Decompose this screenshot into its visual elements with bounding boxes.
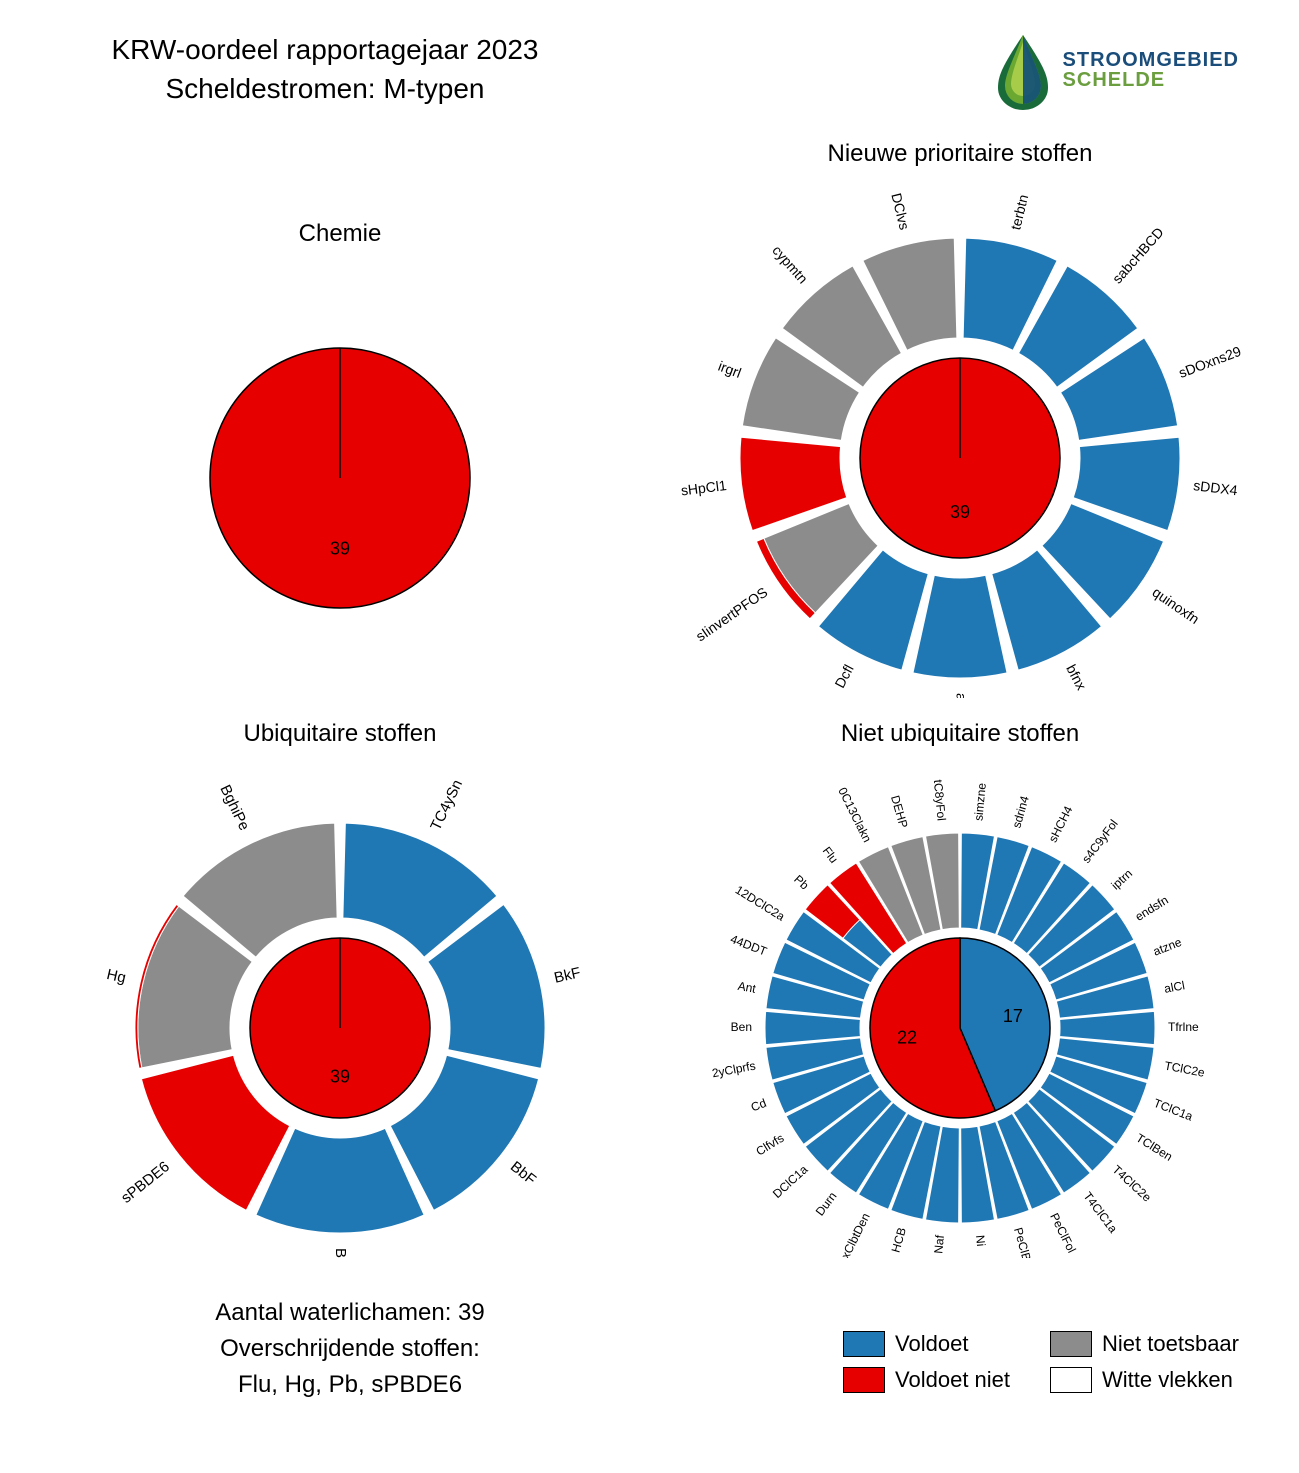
wedge-label: Pb: [791, 872, 812, 892]
logo-line2: SCHELDE: [1063, 70, 1239, 90]
wedge-label: sHpCl1: [680, 477, 728, 498]
wedge-label: 2yClprfs: [711, 1059, 757, 1081]
legend-swatch: [843, 1331, 885, 1357]
inner-pie-label: 22: [897, 1028, 917, 1048]
legend-label: Niet toetsbaar: [1102, 1331, 1239, 1357]
wedge-label: HCB: [889, 1226, 909, 1254]
panel-title: Niet ubiquitaire stoffen: [660, 720, 1260, 748]
wedge-label: xClbtDen: [838, 1211, 873, 1258]
wedge-label: DEHP: [888, 794, 911, 830]
legend-item: Witte vlekken: [1050, 1367, 1239, 1393]
wedge-label: TClC2e: [1163, 1059, 1206, 1080]
outer-wedge: [913, 575, 1007, 678]
wedge-label: Durn: [813, 1189, 840, 1218]
legend-label: Voldoet: [895, 1331, 968, 1357]
title-line2: Scheldestromen: M-typen: [0, 69, 650, 108]
wedge-label: cypmtn: [769, 242, 811, 286]
wedge-label: 12DClC2a: [733, 883, 788, 924]
wedge-label: sDOxns29: [1176, 343, 1243, 381]
wedge-label: T4ClC2e: [1110, 1162, 1155, 1204]
footer-text: Aantal waterlichamen: 39 Overschrijdende…: [120, 1295, 580, 1403]
wedge-label: 44DDT: [728, 932, 769, 959]
wedge-label: endsfn: [1133, 893, 1171, 924]
wedge-label: T4ClC1a: [1080, 1189, 1120, 1235]
wedge-label: sPBDE6: [118, 1158, 173, 1207]
footer-line2: Overschrijdende stoffen:: [120, 1331, 580, 1367]
panel-chemie: Chemie 39: [80, 220, 600, 663]
wedge-label: Flu: [820, 844, 841, 866]
wedge-label: BghiPe: [216, 782, 252, 833]
wedge-label: tC8yFol: [931, 779, 949, 821]
wedge-label: DClC1a: [770, 1162, 811, 1201]
wedge-label: PeClBen: [1011, 1226, 1037, 1258]
wedge-label: quinoxfn: [1150, 584, 1203, 627]
wedge-label: alCl: [1163, 978, 1186, 996]
legend-swatch: [1050, 1331, 1092, 1357]
wedge-label: DClvs: [888, 191, 912, 231]
wedge-label: TClC1a: [1152, 1096, 1195, 1124]
logo-text: STROOMGEBIED SCHELDE: [1063, 50, 1239, 90]
wedge-label: TC4ySn: [427, 777, 466, 833]
legend: Voldoet Niet toetsbaar Voldoet niet Witte v…: [843, 1331, 1239, 1393]
wedge-label: Cd: [749, 1096, 768, 1115]
inner-pie-label: 39: [330, 538, 350, 558]
legend-swatch: [843, 1367, 885, 1393]
chart: 39: [80, 258, 600, 663]
inner-pie-label: 39: [950, 502, 970, 522]
wedge-label: Tfrlne: [1168, 1020, 1199, 1034]
title-line1: KRW-oordeel rapportagejaar 2023: [0, 30, 650, 69]
wedge-label: atzne: [1151, 935, 1184, 959]
wedge-label: iptrn: [1108, 866, 1135, 892]
wedge-label: sDDX4: [1192, 477, 1238, 498]
wedge-label: Clfvfs: [754, 1131, 787, 1159]
wedge-label: s4C9yFol: [1079, 817, 1121, 866]
wedge-label: PeClFol: [1047, 1211, 1079, 1255]
wedge-label: sabcHBCD: [1109, 224, 1167, 286]
legend-item: Voldoet: [843, 1331, 1010, 1357]
chart: 39 TC4ySn BkF BbF BaP sPBDE6 Hg BghiPe: [60, 758, 620, 1263]
wedge-label: Ant: [737, 979, 758, 996]
legend-label: Witte vlekken: [1102, 1367, 1233, 1393]
wedge-label: irgrl: [716, 358, 744, 381]
panel-title: Chemie: [80, 220, 600, 248]
wedge-label: Ben: [731, 1020, 752, 1034]
logo: STROOMGEBIED SCHELDE: [993, 30, 1239, 110]
inner-pie-label: 39: [330, 1066, 350, 1086]
wedge-label: sdrin4: [1009, 794, 1031, 830]
wedge-label: Dcfl: [831, 662, 856, 691]
footer-line1: Aantal waterlichamen: 39: [120, 1295, 580, 1331]
inner-pie-label: 17: [1003, 1006, 1023, 1026]
wedge-label: Naf: [931, 1234, 947, 1255]
wedge-label: simzne: [971, 782, 988, 821]
wedge-label: acnfn: [953, 693, 969, 698]
panel-niet-ubiquitaire: Niet ubiquitaire stoffen 17 22 simzne sdrin4…: [660, 720, 1260, 1263]
title-block: KRW-oordeel rapportagejaar 2023 Scheldes…: [0, 30, 650, 108]
legend-label: Voldoet niet: [895, 1367, 1010, 1393]
legend-item: Niet toetsbaar: [1050, 1331, 1239, 1357]
wedge-label: terbtn: [1007, 193, 1031, 232]
panel-title: Ubiquitaire stoffen: [60, 720, 620, 748]
logo-drop-icon: [993, 30, 1053, 110]
wedge-label: bfnx: [1063, 662, 1089, 693]
legend-item: Voldoet niet: [843, 1367, 1010, 1393]
panel-ubiquitaire: Ubiquitaire stoffen 39 TC4ySn BkF BbF BaP sPBD…: [60, 720, 620, 1263]
chart: 17 22 simzne sdrin4 sHCH4s4C9yFoliptrnendsfn…: [660, 758, 1260, 1263]
wedge-label: TClBen: [1134, 1131, 1175, 1164]
page: KRW-oordeel rapportagejaar 2023 Scheldes…: [0, 0, 1299, 1473]
wedge-label: BaP: [332, 1248, 349, 1258]
chart: 39 terbtn sabcHBCD sDOxns29 sDDX4 quinoxfn bfn…: [660, 178, 1260, 703]
panel-title: Nieuwe prioritaire stoffen: [660, 140, 1260, 168]
logo-line1: STROOMGEBIED: [1063, 50, 1239, 70]
wedge-label: sHCH4: [1046, 803, 1076, 844]
outer-wedge: [256, 1128, 424, 1233]
wedge-label: BkF: [552, 964, 582, 987]
footer-line3: Flu, Hg, Pb, sPBDE6: [120, 1367, 580, 1403]
wedge-label: 0C13Clakn: [835, 785, 874, 844]
legend-swatch: [1050, 1367, 1092, 1393]
wedge-label: sIinvertPFOS: [693, 584, 771, 644]
panel-nieuwe: Nieuwe prioritaire stoffen 39 terbtn sabcHB…: [660, 140, 1260, 703]
wedge-label: Hg: [105, 966, 127, 987]
wedge-label: BbF: [507, 1158, 539, 1188]
wedge-label: Ni: [973, 1234, 988, 1247]
